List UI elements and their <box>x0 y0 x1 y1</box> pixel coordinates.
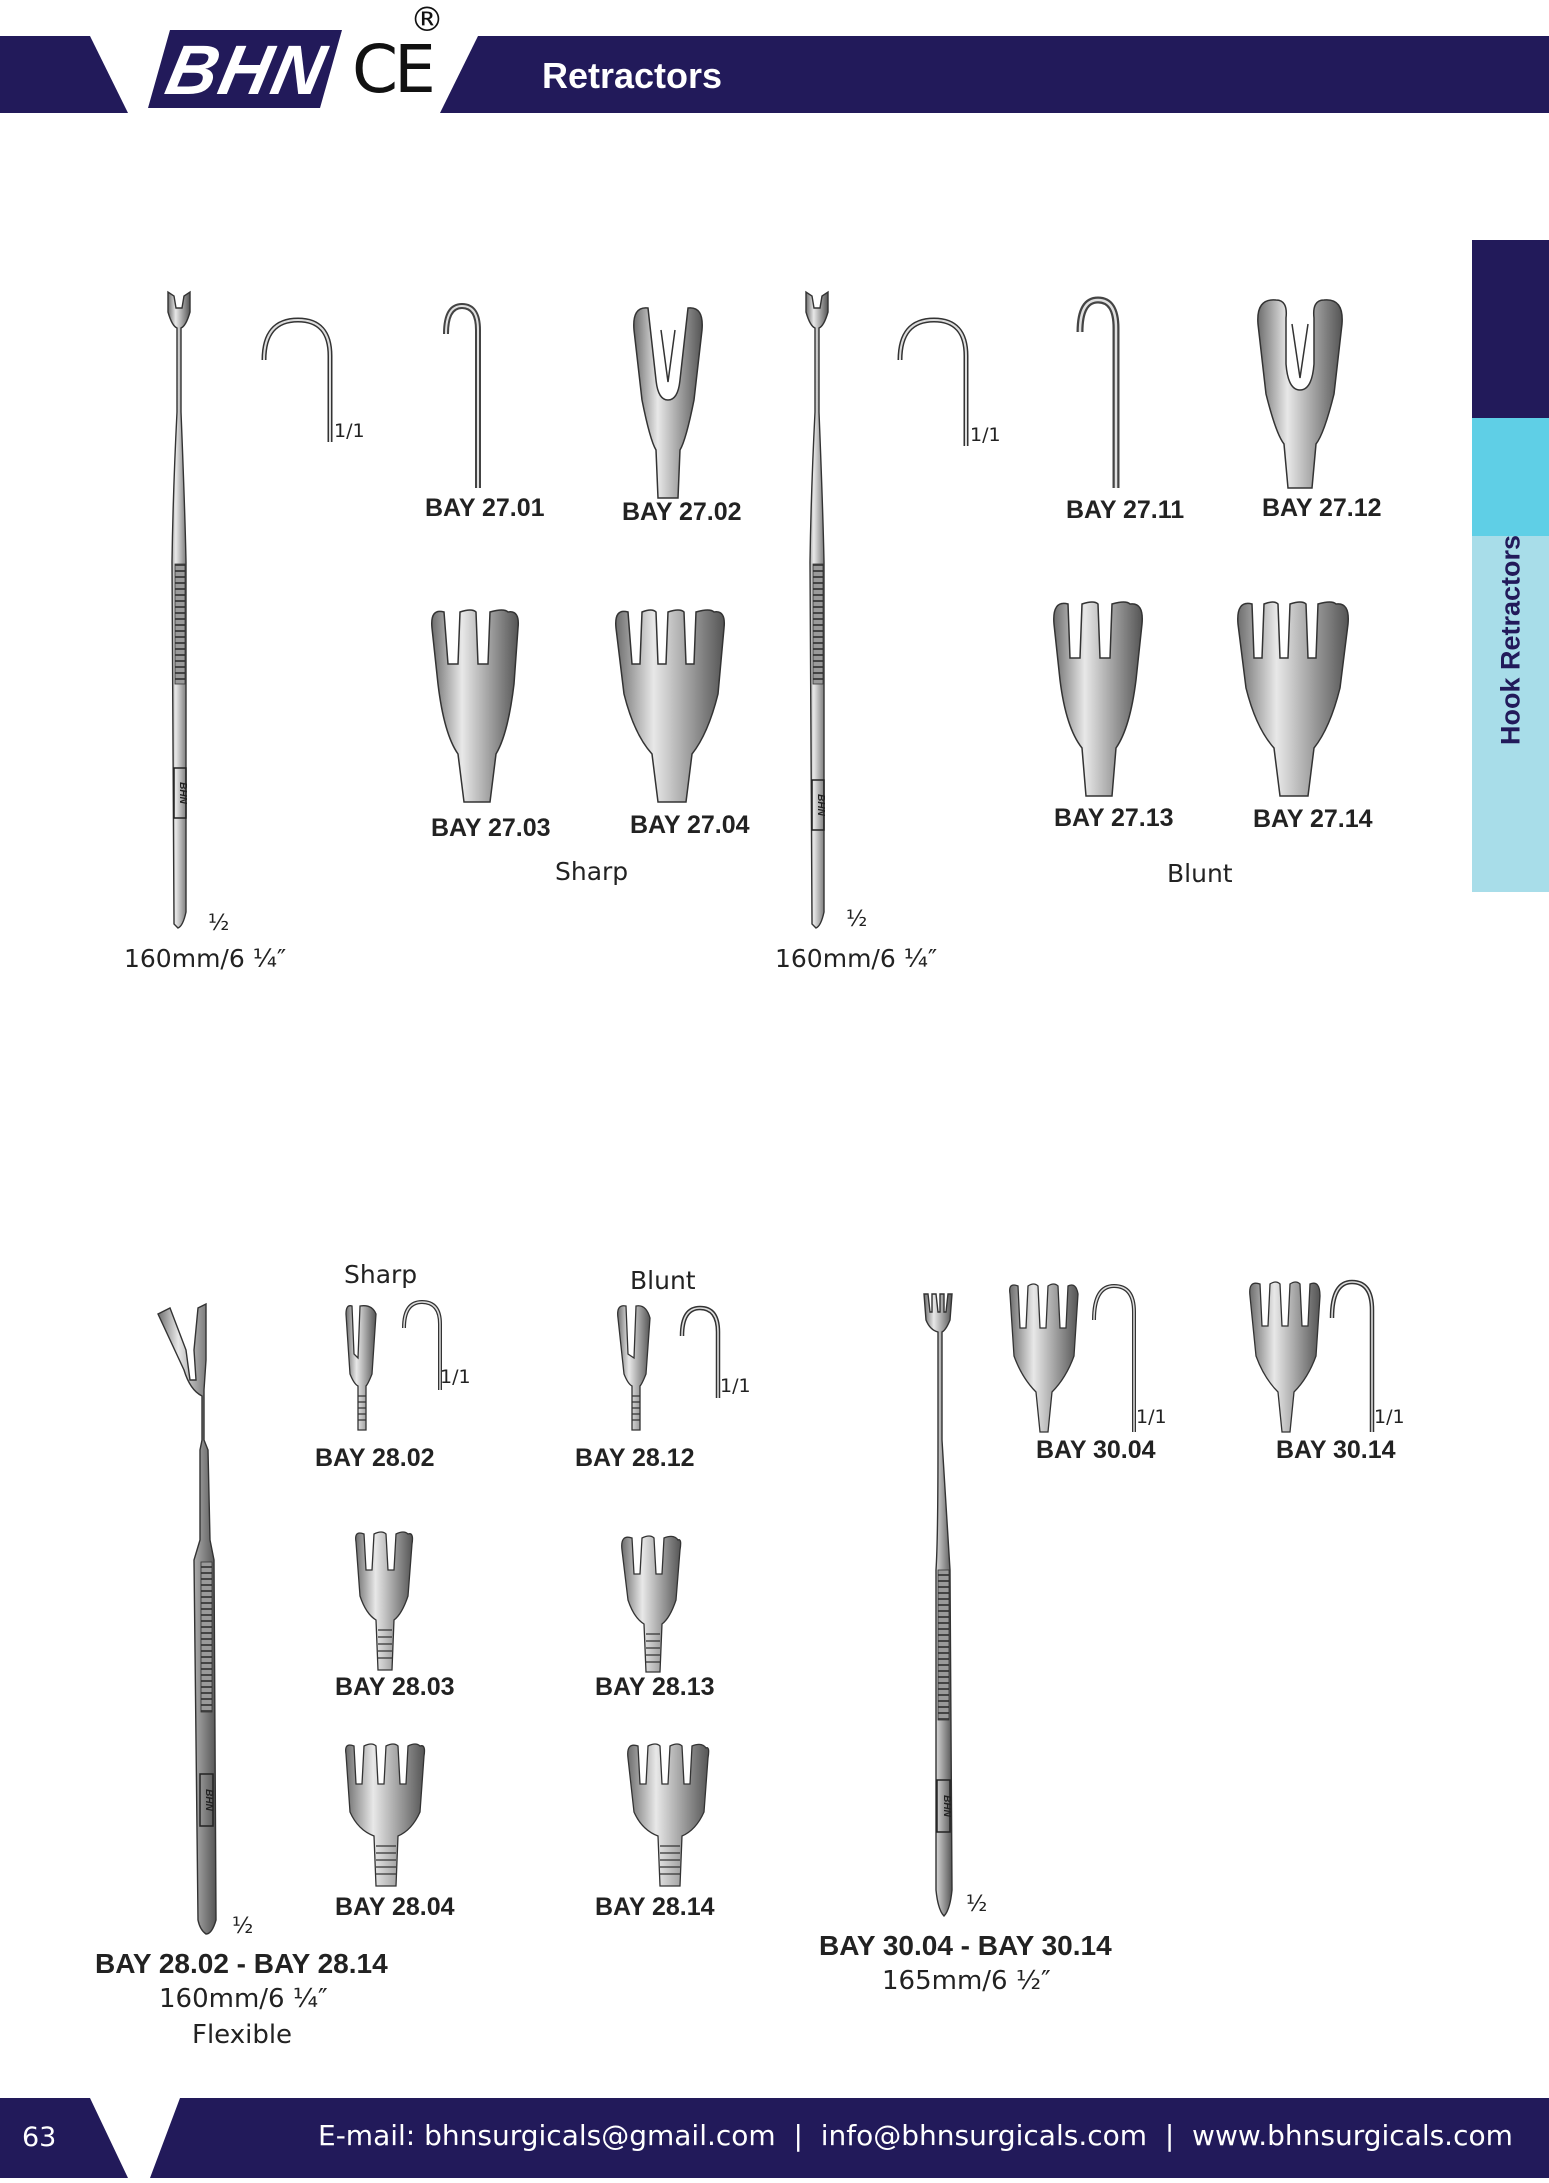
caption-rake-range: BAY 30.04 - BAY 30.14 <box>819 1930 1112 1961</box>
hook-profile-right <box>897 317 969 446</box>
rake-retractor-handle: BHN <box>923 1293 953 1917</box>
item-label-2701: BAY 27.01 <box>425 494 545 522</box>
blunt-label-1: Blunt <box>1167 859 1233 888</box>
side-tab-top <box>1472 240 1549 418</box>
single-hook-sharp <box>443 302 481 488</box>
item-label-2711: BAY 27.11 <box>1066 496 1185 524</box>
scale-label-2802: 1/1 <box>440 1366 471 1388</box>
scale-label-2812: 1/1 <box>720 1375 751 1397</box>
three-prong-sharp <box>431 609 520 803</box>
item-label-2814: BAY 28.14 <box>595 1893 715 1921</box>
side-tab-label: Hook Retractors <box>1495 534 1526 746</box>
registered-icon: ® <box>410 0 444 40</box>
scale-label-3014: 1/1 <box>1374 1406 1405 1428</box>
item-label-2804: BAY 28.04 <box>335 1893 455 1921</box>
caption-rake-size: 165mm/6 ½″ <box>882 1966 1051 1996</box>
item-label-2712: BAY 27.12 <box>1262 494 1382 522</box>
item-label-2713: BAY 27.13 <box>1054 804 1174 832</box>
ce-mark: CE <box>352 31 436 108</box>
flex-tip-three-sharp <box>355 1531 414 1671</box>
flex-tip-four-blunt <box>627 1743 710 1887</box>
side-tab-middle <box>1472 418 1549 536</box>
half-mark-left: ½ <box>208 911 230 936</box>
flex-tip-two-blunt <box>617 1305 651 1431</box>
scale-label-left: 1/1 <box>334 420 365 442</box>
scale-label-right: 1/1 <box>970 424 1001 446</box>
retractor-handle-left: BHN <box>167 290 191 929</box>
header-background <box>0 36 1549 113</box>
size-label-right: 160mm/6 ¼″ <box>775 944 938 973</box>
half-mark-rake: ½ <box>966 1892 988 1917</box>
item-label-2714: BAY 27.14 <box>1253 805 1373 833</box>
svg-text:BHN: BHN <box>815 794 826 816</box>
footer-background <box>0 2098 1549 2178</box>
four-prong-blunt <box>1237 601 1349 797</box>
single-hook-blunt <box>1076 296 1120 488</box>
flexible-retractor-handle: BHN <box>157 1302 217 1935</box>
footer-contact: E-mail: bhnsurgicals@gmail.com | info@bh… <box>318 2119 1513 2152</box>
item-label-2702: BAY 27.02 <box>622 498 742 526</box>
item-label-2703: BAY 27.03 <box>431 814 551 842</box>
two-prong-blunt <box>1257 299 1343 489</box>
flex-tip-two-sharp <box>345 1305 377 1431</box>
item-label-3004: BAY 30.04 <box>1036 1436 1156 1464</box>
half-mark-flexible: ½ <box>232 1914 254 1939</box>
item-label-2812: BAY 28.12 <box>575 1444 695 1472</box>
brand-logo: BHN <box>142 26 347 112</box>
hook-profile-left <box>261 317 333 442</box>
scale-label-3004: 1/1 <box>1136 1406 1167 1428</box>
logo-badge <box>148 30 342 108</box>
item-label-2802: BAY 28.02 <box>315 1444 435 1472</box>
svg-text:BHN: BHN <box>203 1789 214 1811</box>
rake-tip-four-sharp <box>1009 1283 1079 1433</box>
four-prong-sharp <box>615 609 726 803</box>
footer-bar <box>0 2098 1549 2178</box>
size-label-left: 160mm/6 ¼″ <box>124 944 287 973</box>
rake-hook-profile-sharp <box>1092 1283 1136 1432</box>
item-label-2803: BAY 28.03 <box>335 1673 455 1701</box>
flex-tip-three-blunt <box>621 1535 682 1673</box>
svg-text:BHN: BHN <box>177 782 188 804</box>
half-mark-right: ½ <box>846 907 868 932</box>
side-tab-lower <box>1472 536 1549 892</box>
flex-hook-profile-blunt <box>679 1305 721 1398</box>
item-label-2813: BAY 28.13 <box>595 1673 715 1701</box>
svg-text:BHN: BHN <box>941 1795 952 1817</box>
flex-tip-four-sharp <box>345 1743 426 1887</box>
page-title: Retractors <box>542 55 723 96</box>
retractor-handle-right: BHN <box>805 290 829 929</box>
sharp-label-1: Sharp <box>555 857 629 886</box>
blunt-label-2: Blunt <box>630 1266 696 1295</box>
item-label-2704: BAY 27.04 <box>630 811 750 839</box>
caption-flexible-note: Flexible <box>192 2020 293 2050</box>
rake-hook-profile-blunt <box>1329 1279 1375 1432</box>
sharp-label-2: Sharp <box>344 1260 418 1289</box>
three-prong-blunt <box>1053 601 1143 797</box>
flex-hook-profile-sharp <box>402 1299 442 1390</box>
side-tab: Hook Retractors <box>1472 240 1549 892</box>
caption-flexible-size: 160mm/6 ¼″ <box>159 1984 328 2014</box>
caption-flexible-range: BAY 28.02 - BAY 28.14 <box>95 1948 388 1979</box>
two-prong-sharp <box>633 307 703 499</box>
item-label-3014: BAY 30.14 <box>1276 1436 1396 1464</box>
rake-tip-four-blunt <box>1249 1281 1321 1433</box>
logo-text: BHN <box>159 31 334 109</box>
page-number: 63 <box>22 2122 57 2153</box>
header-bar <box>0 36 1549 113</box>
